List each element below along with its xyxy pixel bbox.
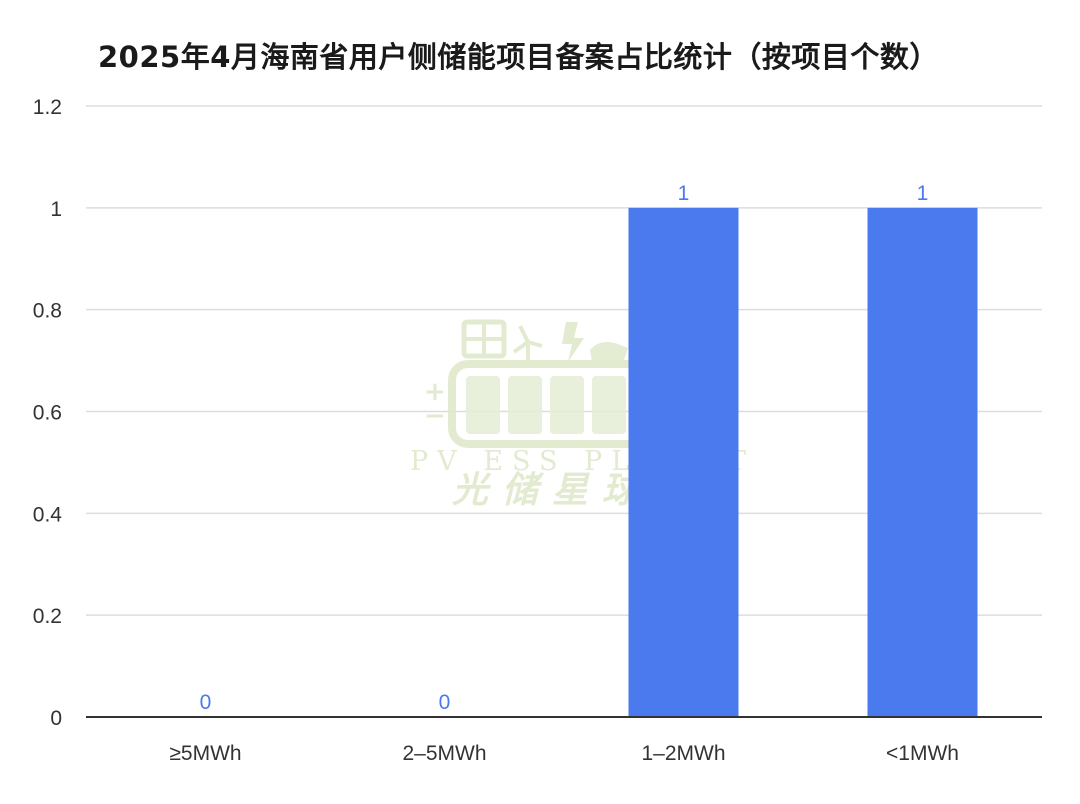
y-tick-label: 0.4 <box>33 503 63 526</box>
bars <box>628 207 978 718</box>
bar <box>867 207 978 718</box>
plug-icon <box>590 342 628 362</box>
x-tick-label: ≥5MWh <box>169 742 241 765</box>
chart-title: 2025年4月海南省用户侧储能项目备案占比统计（按项目个数） <box>98 40 939 74</box>
wind-turbine-icon <box>512 325 543 364</box>
data-label: 0 <box>439 691 451 714</box>
x-tick-label: <1MWh <box>886 742 959 765</box>
y-tick-label: 0.2 <box>33 605 62 628</box>
data-label: 1 <box>678 182 690 205</box>
y-tick-label: 0.8 <box>33 300 62 323</box>
y-tick-label: 1.2 <box>33 96 62 119</box>
svg-text:−: − <box>424 401 446 431</box>
y-tick-label: 0.6 <box>33 402 62 425</box>
y-tick-label: 1 <box>50 198 62 221</box>
x-tick-label: 2–5MWh <box>402 742 486 765</box>
x-tick-label: 1–2MWh <box>641 742 725 765</box>
data-label: 1 <box>917 182 929 205</box>
watermark-text-cn: 光储星球 <box>452 470 652 511</box>
svg-text:+: + <box>424 377 446 407</box>
lightning-icon <box>562 322 584 362</box>
bar <box>628 207 739 718</box>
data-label: 0 <box>200 691 212 714</box>
y-tick-label: 0 <box>50 707 62 730</box>
labels: 0 0.2 0.4 0.6 0.8 1 1.2 0 ≥5MWh 0 2–5MWh 1 1–2MWh 1 <1… <box>33 96 959 765</box>
